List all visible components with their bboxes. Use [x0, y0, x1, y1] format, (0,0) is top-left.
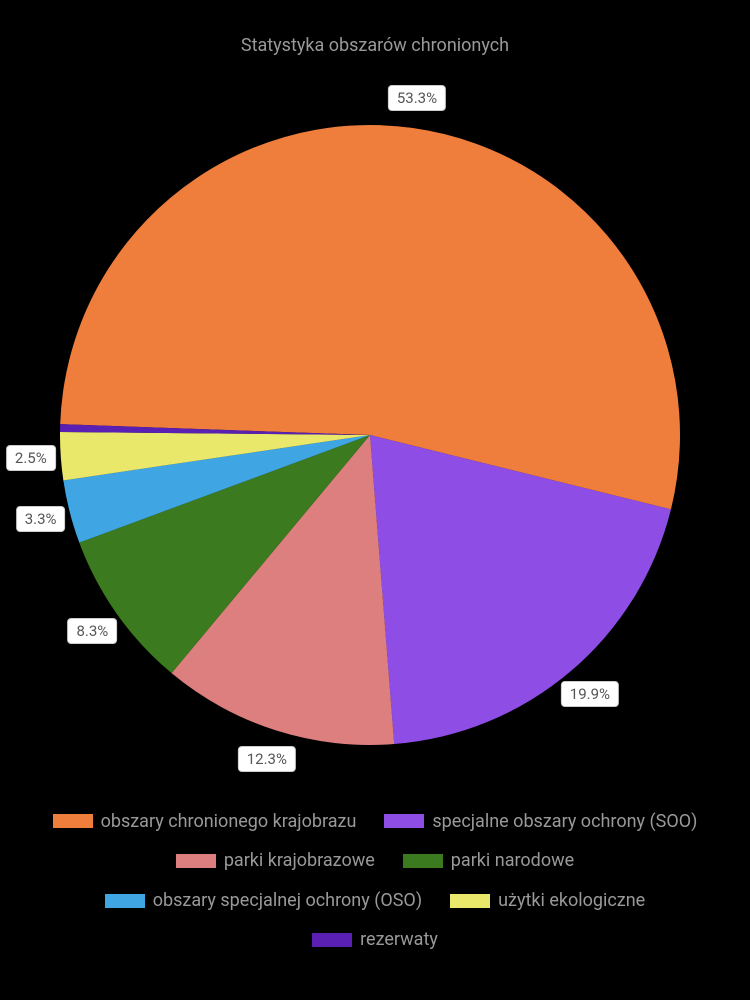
- legend-label: rezerwaty: [360, 920, 438, 960]
- legend-item: użytki ekologiczne: [450, 881, 645, 921]
- legend-item: rezerwaty: [312, 920, 438, 960]
- slice-label: 12.3%: [238, 746, 296, 772]
- legend-item: obszary specjalnej ochrony (OSO): [105, 881, 422, 921]
- chart-title: Statystyka obszarów chronionych: [0, 35, 750, 56]
- legend-item: parki narodowe: [403, 841, 574, 881]
- legend-label: parki narodowe: [451, 841, 574, 881]
- legend-swatch: [403, 854, 443, 868]
- legend-swatch: [384, 814, 424, 828]
- pie-wrap: 53.3%19.9%12.3%8.3%3.3%2.5%: [30, 95, 710, 775]
- legend-label: specjalne obszary ochrony (SOO): [432, 802, 697, 842]
- legend: obszary chronionego krajobrazu specjalne …: [0, 802, 750, 960]
- slice-label: 2.5%: [6, 445, 56, 471]
- legend-swatch: [176, 854, 216, 868]
- legend-swatch: [450, 894, 490, 908]
- legend-item: parki krajobrazowe: [176, 841, 375, 881]
- slice-label: 8.3%: [67, 618, 117, 644]
- slice-label: 19.9%: [561, 681, 619, 707]
- legend-item: obszary chronionego krajobrazu: [53, 802, 357, 842]
- legend-label: użytki ekologiczne: [498, 881, 645, 921]
- chart-container: Statystyka obszarów chronionych 53.3% 19.…: [0, 0, 750, 1000]
- legend-swatch: [53, 814, 93, 828]
- legend-swatch: [105, 894, 145, 908]
- legend-label: obszary chronionego krajobrazu: [101, 802, 357, 842]
- legend-swatch: [312, 933, 352, 947]
- slice-label: 53.3%: [388, 85, 446, 111]
- legend-item: specjalne obszary ochrony (SOO): [384, 802, 697, 842]
- pie-svg: [30, 95, 710, 775]
- legend-label: obszary specjalnej ochrony (OSO): [153, 881, 422, 921]
- legend-label: parki krajobrazowe: [224, 841, 375, 881]
- slice-label: 3.3%: [16, 506, 66, 532]
